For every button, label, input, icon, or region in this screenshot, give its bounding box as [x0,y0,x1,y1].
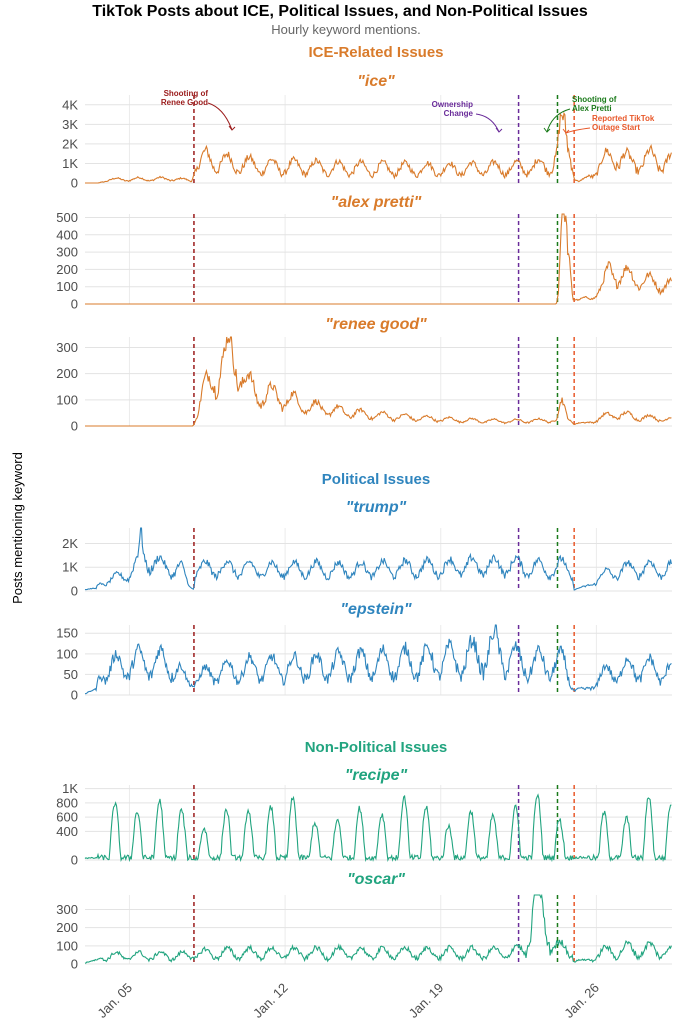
event-label-line: Ownership [432,100,473,109]
y-tick-label: 150 [56,626,78,641]
y-tick-label: 1K [62,560,78,575]
panel-trump: "trump" 0 1K 2K [62,499,672,599]
panel-oscar: "oscar" 0 100 200 300 [56,871,672,972]
event-annotations: Shooting of Renee Good Ownership ChangeShoo… [161,89,655,134]
y-tick-label: 0 [71,688,78,703]
y-tick-label: 4K [62,97,78,112]
event-arrow [207,102,233,131]
y-tick-label: 1K [62,781,78,796]
y-tick-label: 0 [71,176,78,191]
series-line [84,793,672,863]
panels: "ice" 0 1K 2K 3K 4K "alex pretti" 0 100 200 300 400… [56,73,672,972]
event-label-line: Reported TikTok [592,114,655,123]
event-label: Shooting of Alex Pretti [572,95,617,113]
panel-title: "renee good" [325,316,427,333]
event-label-line: Change [444,109,474,118]
panel-title: "alex pretti" [331,194,422,211]
y-tick-label: 100 [56,938,78,953]
section-title: Non-Political Issues [305,739,448,756]
series-line [84,893,672,964]
y-tick-label: 500 [56,210,78,225]
y-tick-label: 0 [71,853,78,868]
y-tick-label: 0 [71,419,78,434]
y-tick-label: 50 [64,667,78,682]
event-label: Ownership Change [432,100,474,118]
panel-title: "trump" [346,499,407,516]
y-tick-label: 0 [71,297,78,312]
x-tick-label: Jan. 19 [406,980,447,1021]
y-tick-label: 300 [56,245,78,260]
y-tick-label: 800 [56,795,78,810]
section-headers: ICE-Related Issues Political Issues Non-Po… [305,44,448,756]
y-tick-label: 0 [71,584,78,599]
event-arrow [546,108,571,133]
series-line [84,624,672,695]
event-label-line: Shooting of [164,89,209,98]
y-tick-label: 100 [56,279,78,294]
event-arrowhead [495,127,503,133]
event-label-line: Alex Pretti [572,104,612,113]
event-label: Reported TikTok Outage Start [592,114,655,132]
y-tick-label: 300 [56,902,78,917]
x-tick-label: Jan. 12 [250,980,291,1021]
y-axis-label: Posts mentioning keyword [10,452,25,604]
x-tick-label: Jan. 05 [94,980,135,1021]
event-label: Shooting of Renee Good [161,89,208,107]
panel-alex: "alex pretti" 0 100 200 300 400 500 [56,194,672,312]
x-axis: Jan. 05 Jan. 12 Jan. 19 Jan. 26 [94,980,602,1021]
panel-title: "recipe" [345,767,408,784]
series-line [85,213,672,305]
event-arrow [475,113,500,133]
panel-ice: "ice" 0 1K 2K 3K 4K [62,73,672,191]
section-title: ICE-Related Issues [308,44,443,61]
event-arrowhead [228,125,236,131]
series-line [84,527,672,591]
y-tick-label: 400 [56,227,78,242]
y-tick-label: 200 [56,920,78,935]
chart-subtitle: Hourly keyword mentions. [271,22,421,37]
panel-title: "ice" [357,73,395,90]
series-line [85,111,672,184]
y-tick-label: 200 [56,366,78,381]
y-tick-label: 1K [62,156,78,171]
event-label-line: Renee Good [161,98,208,107]
y-tick-label: 200 [56,262,78,277]
event-arrowhead [562,128,570,134]
y-tick-label: 100 [56,392,78,407]
event-arrow [565,127,591,134]
y-tick-label: 300 [56,340,78,355]
y-tick-label: 0 [71,957,78,972]
panel-title: "oscar" [347,871,405,888]
event-arrowhead [543,127,551,133]
panel-renee: "renee good" 0 100 200 300 [56,316,672,434]
y-tick-label: 600 [56,810,78,825]
section-title: Political Issues [322,471,430,488]
event-label-line: Shooting of [572,95,617,104]
event-label-line: Outage Start [592,123,640,132]
y-tick-label: 3K [62,117,78,132]
y-tick-label: 2K [62,536,78,551]
y-tick-label: 100 [56,646,78,661]
panel-title: "epstein" [340,601,412,618]
y-tick-label: 400 [56,824,78,839]
series-line [85,336,672,427]
panel-epstein: "epstein" 0 50 100 150 [56,601,672,703]
x-tick-label: Jan. 26 [561,980,602,1021]
y-tick-label: 2K [62,136,78,151]
chart-title: TikTok Posts about ICE, Political Issues… [92,3,588,20]
